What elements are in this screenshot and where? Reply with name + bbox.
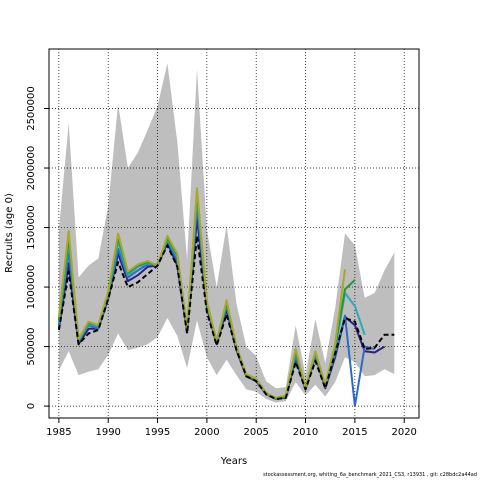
x-tick-label: 2005 [243, 427, 268, 438]
footer-credit: stockassessment.org, whiting_6a_benchmar… [263, 472, 477, 478]
y-tick-label: 2000000 [26, 146, 37, 191]
y-tick-label: 500000 [26, 327, 37, 365]
x-axis: 1985 1990 1995 2000 2005 2010 2015 2020 [46, 418, 417, 438]
confidence-band-layer [58, 63, 395, 403]
y-axis: 0 500000 1000000 1500000 2000000 2500000 [26, 86, 49, 409]
x-tick-label: 2015 [342, 427, 367, 438]
x-tick-label: 1985 [46, 427, 71, 438]
x-tick-label: 2000 [194, 427, 219, 438]
x-tick-label: 1995 [145, 427, 170, 438]
y-tick-label: 1000000 [26, 265, 37, 310]
y-axis-title: Recruits (age 0) [4, 193, 15, 273]
confidence-band [58, 63, 395, 403]
y-tick-label: 2500000 [26, 86, 37, 131]
x-tick-label: 2020 [391, 427, 416, 438]
x-tick-label: 2010 [293, 427, 318, 438]
x-tick-label: 1990 [95, 427, 120, 438]
y-tick-label: 0 [26, 403, 37, 409]
plot-frame [48, 48, 420, 419]
y-tick-label: 1500000 [26, 205, 37, 250]
x-axis-title: Years [220, 456, 247, 467]
series-line-5 [57, 187, 346, 399]
series-layer [57, 187, 395, 407]
